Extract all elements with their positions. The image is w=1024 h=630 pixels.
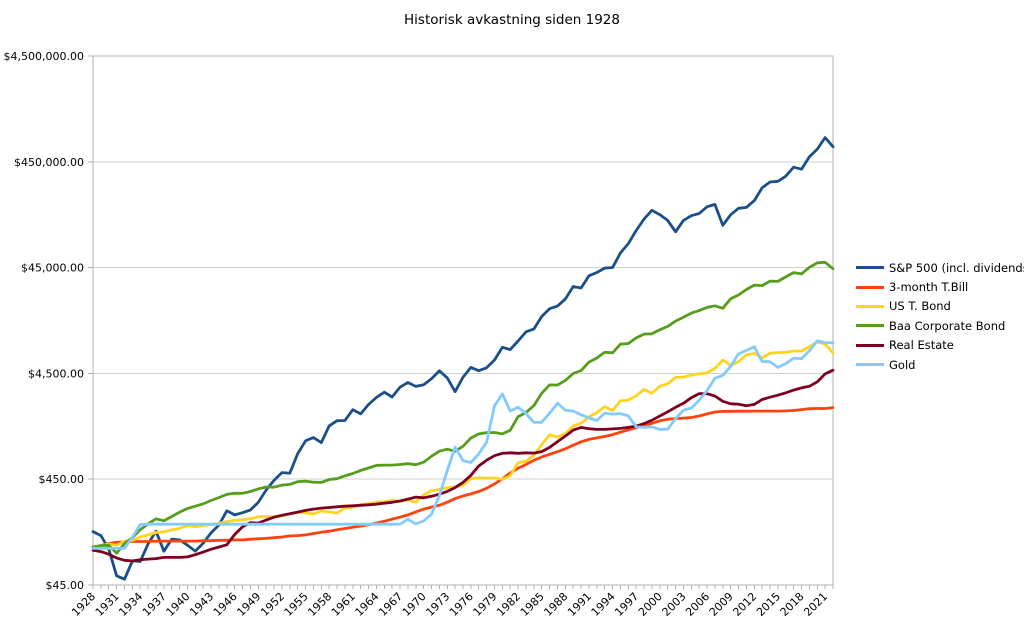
legend-line-swatch-sp500: [856, 266, 884, 270]
legend-item-sp500: S&P 500 (incl. dividends): [856, 258, 1024, 277]
svg-text:1931: 1931: [93, 590, 122, 619]
svg-text:$45.00: $45.00: [46, 579, 85, 592]
svg-text:1982: 1982: [494, 590, 523, 619]
svg-text:2015: 2015: [754, 590, 783, 619]
svg-text:1970: 1970: [400, 590, 429, 619]
svg-text:1934: 1934: [116, 590, 145, 619]
legend-label-tbond: US T. Bond: [889, 299, 951, 314]
legend-item-baa: Baa Corporate Bond: [856, 316, 1024, 335]
svg-text:1973: 1973: [423, 590, 452, 619]
svg-text:1937: 1937: [140, 590, 169, 619]
svg-text:2021: 2021: [801, 590, 830, 619]
svg-text:1991: 1991: [565, 590, 594, 619]
svg-text:1940: 1940: [164, 590, 193, 619]
legend-item-tbond: US T. Bond: [856, 297, 1024, 316]
svg-text:1961: 1961: [329, 590, 358, 619]
legend-label-tbill: 3-month T.Bill: [889, 280, 969, 295]
legend-line-swatch-realestate: [856, 343, 884, 347]
legend-item-realestate: Real Estate: [856, 336, 1024, 355]
legend-label-realestate: Real Estate: [889, 338, 954, 353]
legend-item-tbill: 3-month T.Bill: [856, 277, 1024, 296]
svg-text:2018: 2018: [778, 590, 807, 619]
svg-text:2006: 2006: [683, 590, 712, 619]
svg-text:$4,500.00: $4,500.00: [28, 367, 84, 380]
svg-text:$4,500,000.00: $4,500,000.00: [4, 50, 84, 63]
svg-text:$450,000.00: $450,000.00: [14, 156, 84, 169]
svg-text:1949: 1949: [234, 590, 263, 619]
svg-text:2003: 2003: [660, 590, 689, 619]
chart-title: Historisk avkastning siden 1928: [404, 12, 620, 28]
svg-text:1967: 1967: [376, 590, 405, 619]
svg-text:1964: 1964: [353, 590, 382, 619]
legend-line-swatch-tbill: [856, 285, 884, 289]
svg-text:1958: 1958: [305, 590, 334, 619]
legend-line-swatch-tbond: [856, 304, 884, 308]
legend-line-swatch-baa: [856, 324, 884, 328]
svg-text:2009: 2009: [707, 590, 736, 619]
svg-text:$450.00: $450.00: [39, 473, 85, 486]
legend-line-swatch-gold: [856, 363, 884, 367]
svg-text:1943: 1943: [187, 590, 216, 619]
svg-text:1928: 1928: [69, 590, 98, 619]
svg-text:2000: 2000: [636, 590, 665, 619]
svg-text:1952: 1952: [258, 590, 287, 619]
svg-text:1979: 1979: [471, 590, 500, 619]
legend-label-sp500: S&P 500 (incl. dividends): [889, 260, 1024, 275]
svg-text:1985: 1985: [518, 590, 547, 619]
svg-text:1955: 1955: [282, 590, 311, 619]
svg-text:1988: 1988: [541, 590, 570, 619]
legend-label-baa: Baa Corporate Bond: [889, 318, 1006, 333]
legend-item-gold: Gold: [856, 355, 1024, 374]
svg-text:2012: 2012: [730, 590, 759, 619]
legend-label-gold: Gold: [889, 357, 916, 372]
svg-text:1997: 1997: [612, 590, 641, 619]
svg-text:1946: 1946: [211, 590, 240, 619]
svg-text:1976: 1976: [447, 590, 476, 619]
svg-text:1994: 1994: [589, 590, 618, 619]
svg-text:$45,000.00: $45,000.00: [21, 262, 84, 275]
chart-legend: S&P 500 (incl. dividends) 3-month T.Bill…: [856, 258, 1024, 374]
